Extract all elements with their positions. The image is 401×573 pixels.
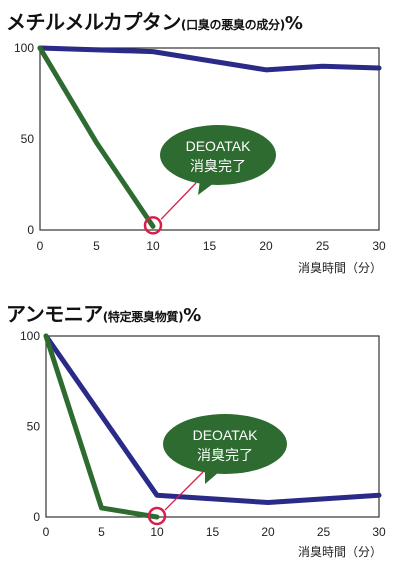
- chart-title-1: メチルメルカプタン(口臭の悪臭の成分)%: [6, 6, 303, 35]
- annotation-text-status: 消臭完了: [190, 158, 246, 174]
- annotation-bubble-tail: [205, 469, 219, 484]
- highlight-marker-circle: [147, 506, 167, 526]
- annotation-text-brand: DEOATAK: [186, 138, 251, 154]
- series-line-2: [37, 45, 156, 229]
- series-line-1: [43, 333, 382, 506]
- series-line-2: [43, 333, 160, 520]
- chart-unit-1: %: [284, 13, 303, 34]
- x-tick-label: 15: [206, 525, 220, 539]
- y-tick-label: 100: [20, 329, 40, 343]
- annotation-text-status: 消臭完了: [197, 447, 253, 463]
- x-tick-label: 0: [43, 525, 50, 539]
- y-tick-label: 50: [27, 420, 41, 434]
- y-tick-label: 100: [14, 41, 34, 55]
- y-tick-label: 0: [33, 510, 40, 524]
- y-tick-label: 50: [21, 132, 35, 146]
- plot-area-frame: [45, 335, 380, 518]
- highlight-marker-circle: [143, 216, 163, 235]
- x-tick-label: 10: [150, 525, 164, 539]
- chart-panel-2: アンモニア(特定悪臭物質)% 0 50 100 0 5 10 15 20 25 30 消臭時間（分）…: [0, 290, 401, 573]
- chart-title-main-1: メチルメルカプタン: [6, 10, 181, 34]
- chart-subtitle-2: (特定悪臭物質): [102, 310, 184, 324]
- annotation-leader-line: [164, 471, 204, 511]
- x-axis-label: 消臭時間（分）: [298, 260, 382, 275]
- annotation-leader-line: [160, 182, 197, 220]
- x-tick-label: 25: [316, 239, 330, 253]
- x-axis-label: 消臭時間（分）: [298, 544, 382, 559]
- annotation-text-brand: DEOATAK: [193, 427, 258, 443]
- annotation-bubble: [163, 414, 287, 474]
- annotation-bubble: [160, 125, 276, 185]
- x-tick-label: 20: [261, 525, 275, 539]
- x-tick-label: 20: [259, 239, 273, 253]
- plot-area-frame: [39, 47, 380, 231]
- line-chart-2: 0 50 100 0 5 10 15 20 25 30 消臭時間（分） DEOATAK 消臭完了: [20, 329, 386, 559]
- x-tick-label: 25: [317, 525, 331, 539]
- y-tick-label: 0: [27, 223, 34, 237]
- x-tick-label: 30: [372, 525, 386, 539]
- x-tick-label: 10: [146, 239, 160, 253]
- x-tick-label: 5: [93, 239, 100, 253]
- x-tick-label: 15: [203, 239, 217, 253]
- x-tick-label: 30: [372, 239, 386, 253]
- line-chart-1: 0 50 100 0 5 10 15 20 25 30 消臭時間（分） DEOATAK 消臭完了: [14, 41, 386, 275]
- annotation-bubble-tail: [198, 180, 214, 195]
- chart-unit-2: %: [183, 305, 202, 326]
- chart-subtitle-1: (口臭の悪臭の成分): [180, 18, 285, 32]
- x-tick-label: 0: [37, 239, 44, 253]
- chart-panel-1: メチルメルカプタン(口臭の悪臭の成分)% 0 50 100 0 5 10 15 20 25 30 消…: [0, 0, 401, 285]
- chart-title-2: アンモニア(特定悪臭物質)%: [6, 298, 201, 327]
- x-tick-label: 5: [98, 525, 105, 539]
- chart-title-main-2: アンモニア: [6, 302, 103, 326]
- series-line-1: [37, 45, 382, 73]
